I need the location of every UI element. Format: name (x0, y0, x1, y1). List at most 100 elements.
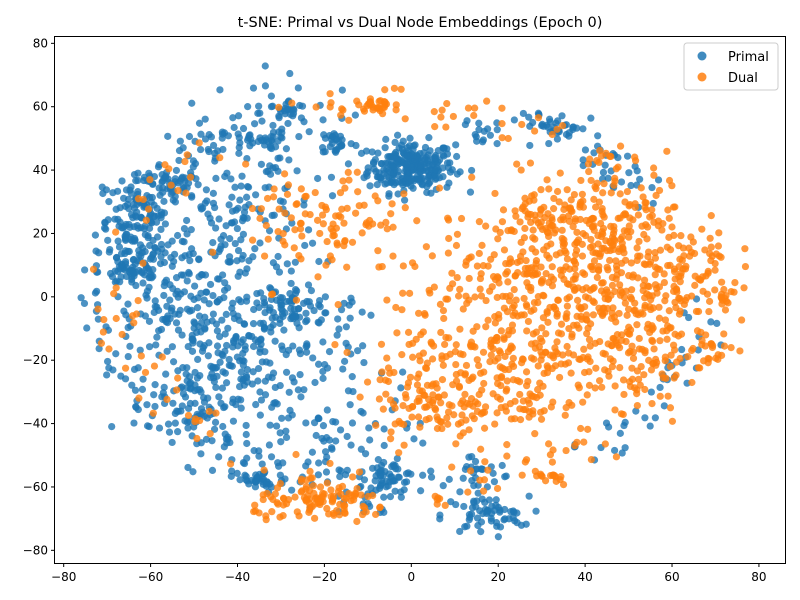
data-point (616, 363, 624, 372)
data-point (637, 362, 645, 371)
data-point (509, 362, 518, 371)
data-point (103, 371, 111, 379)
data-point (445, 401, 453, 409)
data-point (318, 211, 327, 219)
data-point (150, 308, 158, 317)
data-point (456, 168, 464, 176)
data-point (222, 222, 230, 230)
data-point (209, 248, 217, 256)
data-point (540, 122, 548, 130)
data-point (477, 292, 486, 300)
data-point (91, 289, 100, 297)
data-point (565, 132, 573, 140)
data-point (691, 281, 699, 289)
data-point (537, 186, 545, 194)
data-point (630, 306, 638, 315)
data-point (320, 490, 328, 498)
data-point (297, 114, 306, 122)
data-point (467, 467, 475, 475)
data-point (322, 468, 331, 476)
data-point (306, 210, 314, 219)
data-point (99, 328, 107, 336)
data-point (463, 299, 471, 307)
data-point (289, 105, 297, 113)
data-point (550, 303, 558, 311)
data-point (134, 296, 142, 305)
data-point (413, 217, 421, 225)
data-point (205, 300, 213, 308)
data-point (255, 102, 263, 110)
data-point (261, 348, 269, 356)
data-point (388, 175, 396, 183)
data-point (556, 266, 564, 274)
data-point (319, 148, 327, 156)
data-point (457, 214, 466, 223)
data-point (239, 458, 248, 467)
data-point (369, 491, 377, 500)
data-point (296, 219, 305, 227)
data-point (304, 281, 313, 289)
data-point (543, 251, 551, 259)
data-point (197, 388, 205, 396)
data-point (595, 198, 603, 206)
data-point (401, 204, 409, 212)
data-point (376, 376, 384, 384)
y-tick-label: 60 (33, 100, 48, 114)
data-point (596, 337, 604, 346)
data-point (321, 134, 330, 142)
data-point (188, 193, 196, 201)
data-point (201, 135, 210, 143)
data-point (474, 521, 482, 530)
data-point (671, 203, 679, 211)
data-point (209, 310, 217, 318)
data-point (633, 321, 641, 329)
data-point (204, 394, 212, 402)
data-point (489, 469, 497, 477)
data-point (555, 373, 564, 382)
data-point (228, 362, 236, 370)
data-point (445, 234, 453, 243)
data-point (272, 422, 281, 430)
data-point (354, 347, 362, 355)
data-point (374, 149, 382, 157)
data-point (427, 338, 435, 346)
data-point (143, 294, 151, 302)
data-point (334, 301, 342, 309)
data-point (461, 390, 469, 398)
data-point (292, 450, 300, 459)
data-point (302, 309, 310, 317)
data-point (150, 391, 158, 399)
data-point (278, 342, 286, 350)
data-point (368, 148, 376, 156)
data-point (444, 420, 452, 428)
data-point (430, 108, 438, 116)
data-point (367, 311, 375, 319)
data-point (598, 279, 606, 287)
data-point (158, 245, 166, 253)
data-point (249, 139, 257, 147)
data-point (650, 345, 658, 353)
data-point (493, 126, 501, 134)
data-point (605, 372, 613, 380)
data-point (623, 227, 631, 236)
data-point (612, 275, 620, 283)
data-point (524, 317, 533, 326)
data-point (579, 398, 587, 406)
data-point (658, 226, 666, 234)
data-point (648, 322, 656, 330)
data-point (134, 188, 142, 196)
data-point (477, 369, 485, 377)
data-point (380, 425, 388, 433)
data-point (167, 254, 175, 262)
data-point (714, 355, 722, 363)
data-point (261, 391, 270, 399)
data-point (542, 330, 550, 338)
data-point (183, 305, 191, 313)
data-point (193, 434, 201, 443)
data-point (307, 287, 315, 295)
data-point (455, 383, 463, 391)
data-point (323, 434, 331, 442)
data-point (270, 185, 278, 193)
data-point (207, 219, 216, 227)
